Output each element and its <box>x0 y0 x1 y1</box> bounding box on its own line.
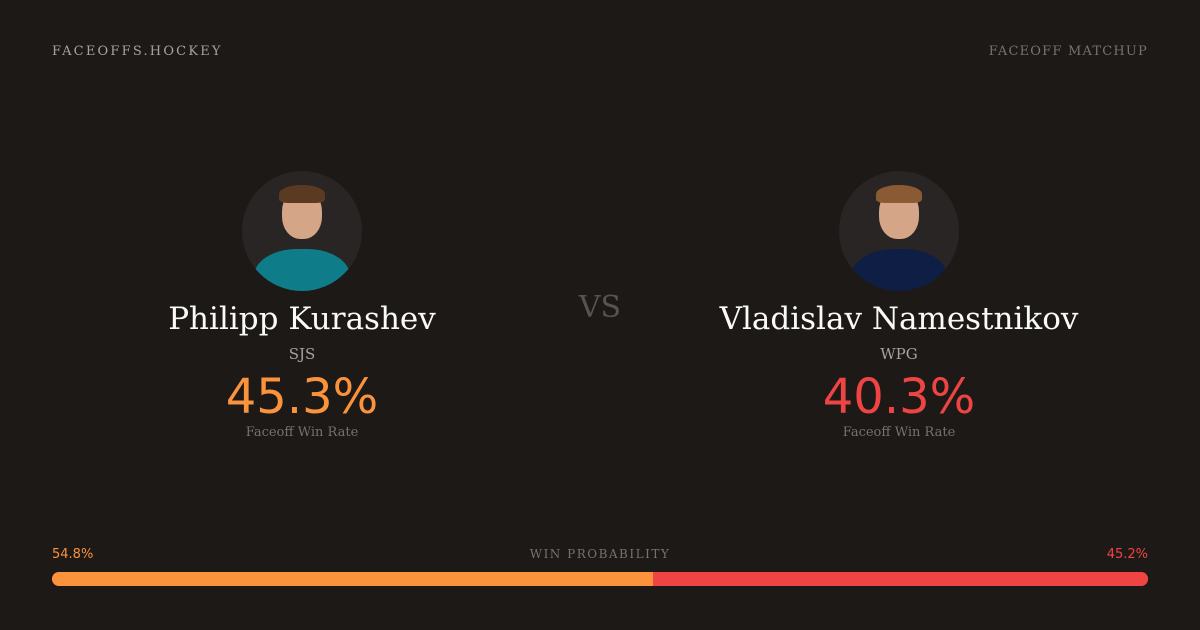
jersey <box>851 249 947 291</box>
player-team: SJS <box>288 345 316 363</box>
vs-label: VS <box>578 290 622 325</box>
win-rate-label: Faceoff Win Rate <box>842 425 956 440</box>
player-name: Philipp Kurashev <box>168 301 436 337</box>
player-card-right: Vladislav Namestnikov WPG 40.3% Faceoff … <box>669 171 1129 440</box>
win-probability-bar <box>52 572 1148 586</box>
win-prob-label: WIN PROBABILITY <box>529 547 671 561</box>
jersey <box>254 249 350 291</box>
player-card-left: Philipp Kurashev SJS 45.3% Faceoff Win R… <box>72 171 532 440</box>
win-prob-fill-left <box>52 572 653 586</box>
brand-logo-text: FACEOFFS.HOCKEY <box>52 44 223 59</box>
player-name: Vladislav Namestnikov <box>719 301 1079 337</box>
hair <box>279 185 325 203</box>
player-avatar <box>839 171 959 291</box>
page-tag: FACEOFF MATCHUP <box>988 44 1148 59</box>
player-team: WPG <box>880 345 918 363</box>
hair <box>876 185 922 203</box>
win-rate: 45.3% <box>225 369 379 425</box>
win-prob-left: 54.8% <box>52 547 94 562</box>
player-avatar <box>242 171 362 291</box>
win-prob-fill-right <box>652 572 1148 586</box>
win-rate-label: Faceoff Win Rate <box>245 425 359 440</box>
win-prob-right: 45.2% <box>1106 547 1148 562</box>
win-rate: 40.3% <box>822 369 976 425</box>
